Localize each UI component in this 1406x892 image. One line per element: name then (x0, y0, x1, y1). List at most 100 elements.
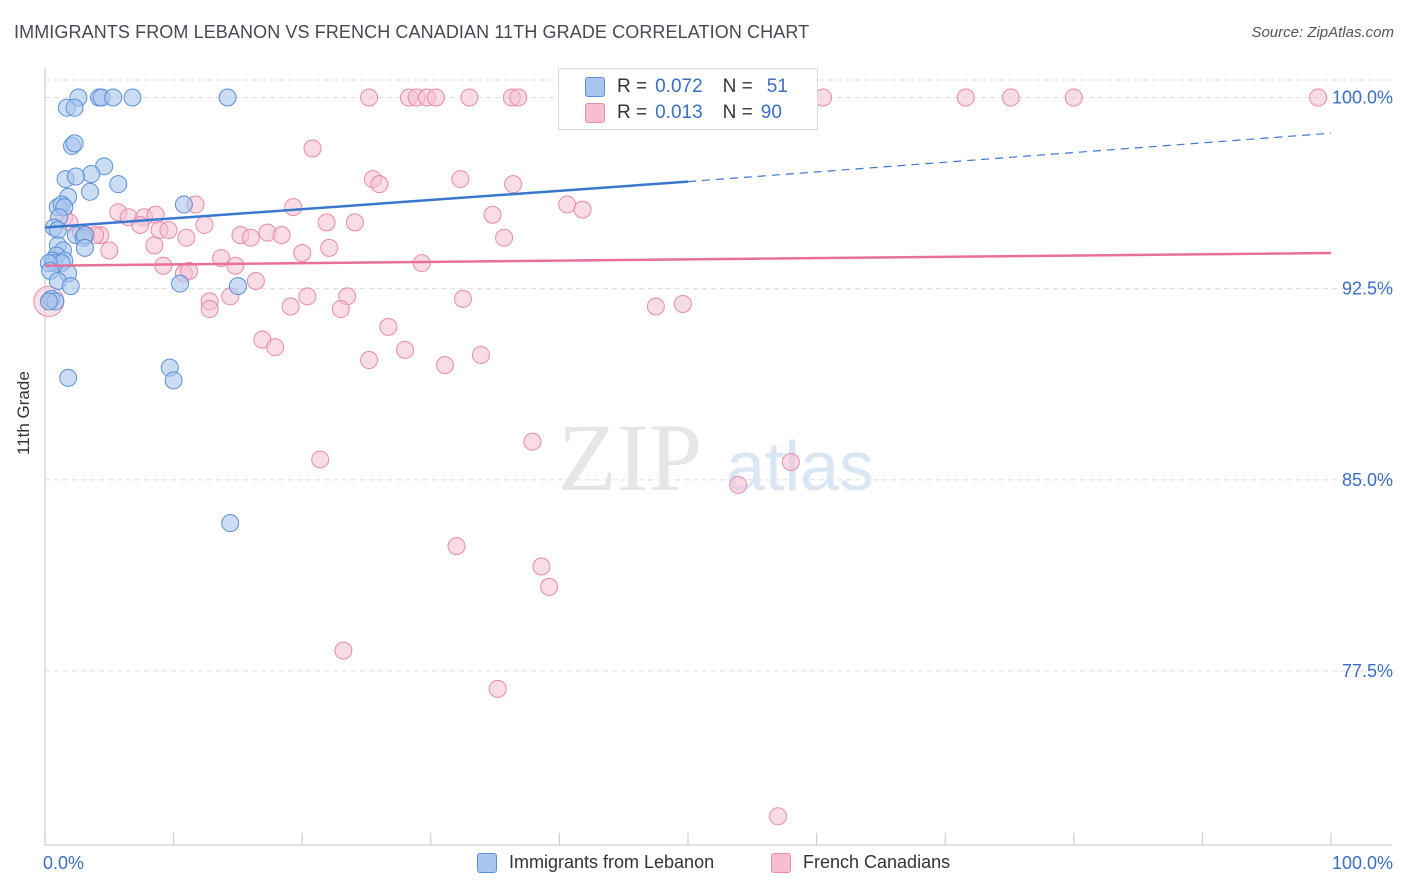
data-point-lebanon (164, 371, 183, 390)
data-point-french-canadians (293, 243, 312, 262)
tick-labels: 77.5% 85.0% 92.5% 100.0% 0.0% 100.0% (43, 88, 1393, 874)
y-tick-label: 92.5% (1342, 279, 1393, 299)
legend-item-lebanon[interactable]: Immigrants from Lebanon (477, 852, 714, 873)
source-label: Source: ZipAtlas.com (1251, 24, 1394, 41)
data-point-lebanon (65, 98, 84, 117)
data-point-french-canadians (331, 300, 350, 319)
data-point-french-canadians (781, 452, 800, 471)
data-point-french-canadians (284, 198, 303, 217)
data-point-lebanon (81, 182, 100, 201)
data-point-french-canadians (379, 317, 398, 336)
french-n-value: 90 (760, 102, 782, 123)
trend-line-lebanon (44, 180, 689, 229)
y-tick-label: 77.5% (1342, 661, 1393, 681)
french-canadians-points (33, 88, 1328, 826)
data-point-french-canadians (345, 213, 364, 232)
data-point-french-canadians (200, 300, 219, 319)
data-point-french-canadians (673, 294, 692, 313)
y-tick-label: 85.0% (1342, 470, 1393, 490)
data-point-french-canadians (180, 261, 199, 280)
data-point-french-canadians (451, 170, 470, 189)
data-point-french-canadians (495, 228, 514, 247)
data-point-lebanon (228, 277, 247, 296)
data-point-french-canadians (360, 351, 379, 370)
lebanon-r-value: 0.072 (655, 76, 703, 97)
data-point-french-canadians (532, 557, 551, 576)
data-point-lebanon (221, 514, 240, 533)
lebanon-swatch (585, 77, 605, 97)
french-n-label: N = (722, 102, 753, 123)
watermark-atlas: atlas (726, 427, 874, 505)
grid-lines (45, 79, 1392, 672)
data-point-lebanon (48, 221, 67, 240)
data-point-lebanon (109, 175, 128, 194)
data-point-french-canadians (447, 537, 466, 556)
data-point-lebanon (174, 195, 193, 214)
y-tick-label: 100.0% (1332, 88, 1393, 108)
data-point-french-canadians (241, 228, 260, 247)
x-tick-label-max: 100.0% (1332, 853, 1393, 873)
data-point-french-canadians (159, 221, 178, 240)
data-point-french-canadians (320, 238, 339, 257)
data-point-french-canadians (177, 228, 196, 247)
french-canadians-swatch (585, 103, 605, 123)
trend-line-french-canadians (44, 251, 1332, 267)
data-point-french-canadians (523, 432, 542, 451)
chart-title: IMMIGRANTS FROM LEBANON VS FRENCH CANADI… (14, 22, 810, 42)
trend-line-lebanon-extension (687, 132, 1332, 183)
data-point-french-canadians (100, 241, 119, 260)
data-point-french-canadians (460, 88, 479, 107)
data-point-french-canadians (246, 272, 265, 291)
watermark: ZIP atlas (558, 404, 874, 511)
data-point-french-canadians (281, 297, 300, 316)
data-point-french-canadians (317, 213, 336, 232)
data-point-french-canadians (396, 340, 415, 359)
data-point-french-canadians (956, 88, 975, 107)
x-tick-label-min: 0.0% (43, 853, 84, 873)
data-point-french-canadians (769, 807, 788, 826)
data-point-lebanon (65, 134, 84, 153)
axes (44, 68, 1392, 846)
lebanon-n-value: 51 (766, 76, 788, 97)
legend-item-french-canadians[interactable]: French Canadians (771, 852, 950, 873)
stats-legend: R = 0.072 N = 51 R = 0.013 N = 90 (558, 68, 818, 130)
legend-swatch-french-canadians (771, 852, 791, 873)
data-point-lebanon (82, 164, 101, 183)
lebanon-n-label: N = (722, 76, 753, 97)
data-point-french-canadians (540, 577, 559, 596)
data-point-french-canadians (558, 195, 577, 214)
data-point-french-canadians (1064, 88, 1083, 107)
data-point-lebanon (123, 88, 142, 107)
stats-row-lebanon: R = 0.072 N = 51 (559, 74, 788, 100)
data-point-french-canadians (509, 88, 528, 107)
data-point-french-canadians (729, 475, 748, 494)
stats-row-french-canadians: R = 0.013 N = 90 (559, 100, 782, 126)
data-point-french-canadians (504, 175, 523, 194)
data-point-french-canadians (145, 236, 164, 255)
data-point-french-canadians (303, 139, 322, 158)
french-r-value: 0.013 (655, 102, 703, 123)
data-point-french-canadians (298, 287, 317, 306)
data-point-french-canadians (360, 88, 379, 107)
legend-swatch-lebanon (477, 852, 497, 873)
data-point-french-canadians (195, 215, 214, 234)
data-point-french-canadians (1001, 88, 1020, 107)
data-point-lebanon (66, 167, 85, 186)
data-point-french-canadians (131, 215, 150, 234)
data-point-french-canadians (426, 88, 445, 107)
data-point-lebanon (39, 292, 58, 311)
lebanon-r-label: R = (617, 76, 648, 97)
data-point-french-canadians (573, 200, 592, 219)
data-point-lebanon (75, 238, 94, 257)
data-point-french-canadians (334, 641, 353, 660)
watermark-zip: ZIP (558, 404, 702, 511)
data-point-lebanon (171, 274, 190, 293)
data-point-french-canadians (1309, 88, 1328, 107)
data-point-french-canadians (435, 356, 454, 375)
legend-label-french-canadians: French Canadians (803, 852, 951, 872)
data-point-lebanon (61, 277, 80, 296)
data-point-french-canadians (483, 205, 502, 224)
data-point-french-canadians (226, 256, 245, 275)
data-point-french-canadians (272, 226, 291, 245)
